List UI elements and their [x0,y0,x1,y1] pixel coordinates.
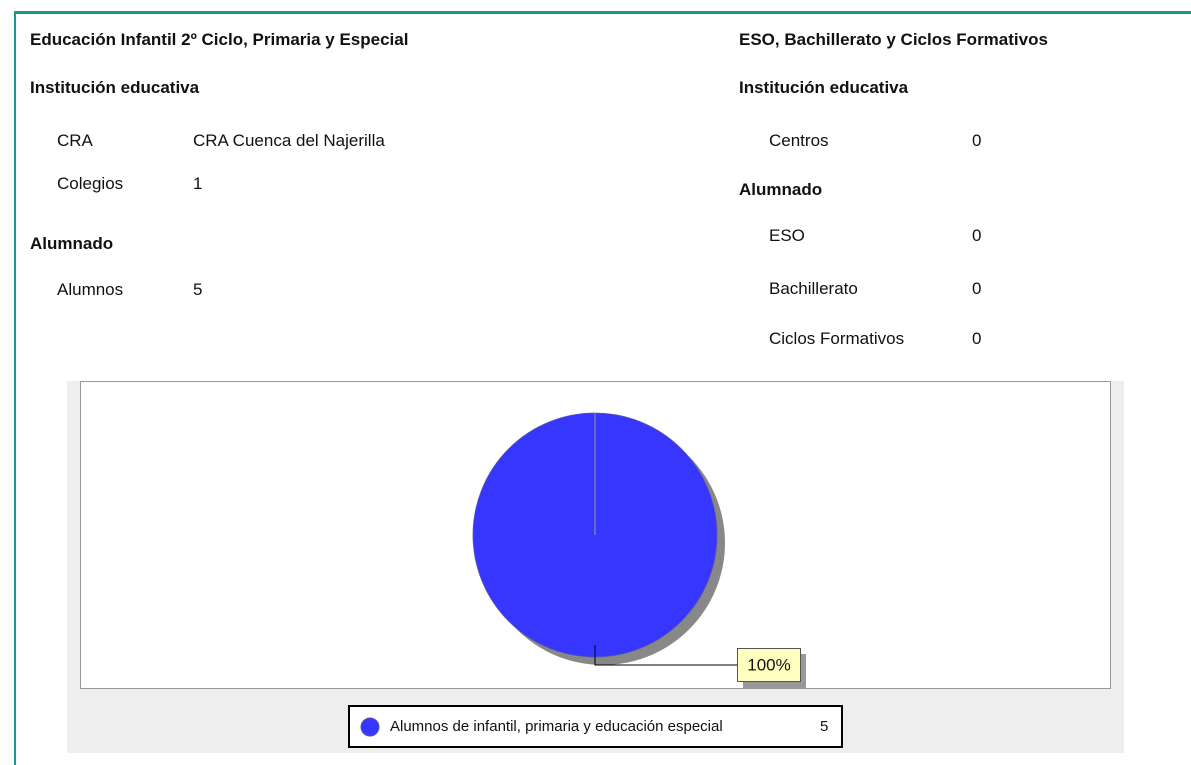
left-border [14,11,16,765]
section-heading: Alumnado [30,234,114,253]
row-value: 1 [193,174,203,193]
legend-label: Alumnos de infantil, primaria y educació… [390,718,723,735]
section-heading: Alumnado [739,180,823,199]
row-label: ESO [769,226,805,245]
row-label: Bachillerato [769,279,858,298]
legend-value: 5 [820,718,828,735]
label-leader [594,645,737,666]
row-label: Centros [769,131,829,150]
legend-box [348,705,843,748]
row-value: 5 [193,280,203,299]
section-title: ESO, Bachillerato y Ciclos Formativos [739,30,1048,49]
section-title: Educación Infantil 2º Ciclo, Primaria y … [30,30,409,49]
row-label: Ciclos Formativos [769,329,905,348]
section-heading: Institución educativa [30,78,200,97]
data-label: 100% [747,655,790,674]
row-value: CRA Cuenca del Najerilla [193,131,385,150]
top-border [14,11,1191,14]
legend-swatch [360,717,380,737]
row-value: 0 [972,279,982,298]
section-heading: Institución educativa [739,78,909,97]
row-value: 0 [972,131,982,150]
row-label: CRA [57,131,93,150]
row-value: 0 [972,329,982,348]
row-label: Colegios [57,174,124,193]
row-label: Alumnos [57,280,124,299]
row-value: 0 [972,226,982,245]
label-box [737,648,801,682]
